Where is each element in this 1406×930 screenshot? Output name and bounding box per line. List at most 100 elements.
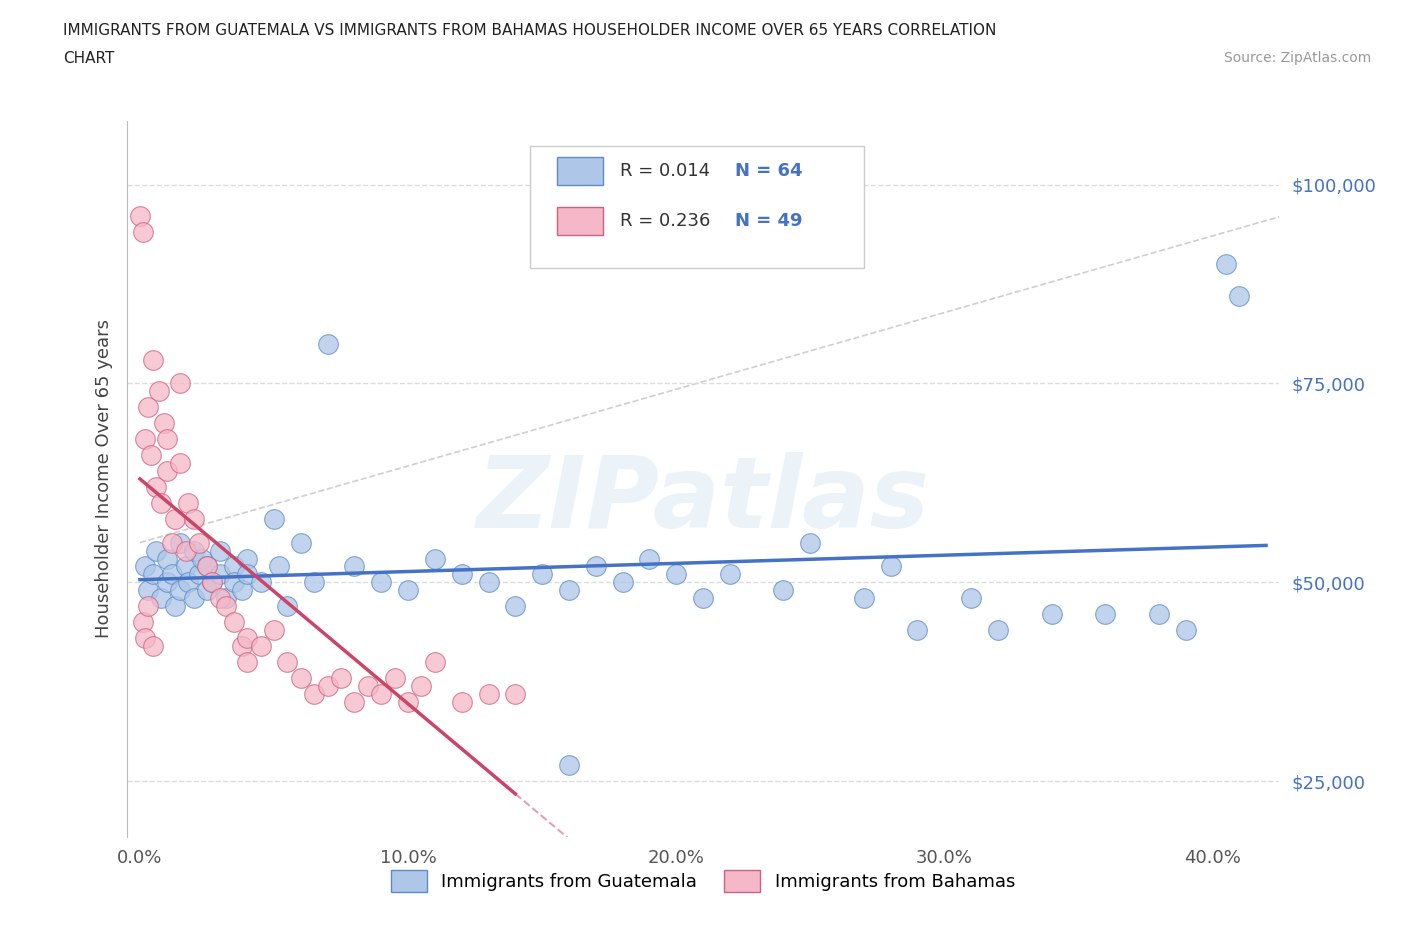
Point — [142, 639, 165, 654]
Point — [183, 512, 205, 526]
Point — [316, 678, 339, 693]
Point — [174, 559, 197, 574]
Text: CHART: CHART — [63, 51, 115, 66]
Point — [131, 615, 153, 630]
FancyBboxPatch shape — [557, 156, 603, 185]
Point — [269, 559, 291, 574]
Point — [169, 456, 191, 471]
Point — [302, 686, 325, 701]
Point — [183, 543, 205, 558]
Point — [187, 535, 209, 550]
Legend: Immigrants from Guatemala, Immigrants from Bahamas: Immigrants from Guatemala, Immigrants fr… — [384, 863, 1022, 899]
Point — [142, 352, 165, 367]
Point — [201, 575, 224, 590]
Point — [236, 567, 259, 582]
Point — [316, 337, 339, 352]
Point — [987, 623, 1010, 638]
Point — [148, 384, 170, 399]
Point — [163, 599, 186, 614]
Point — [131, 225, 153, 240]
Point — [450, 695, 472, 710]
Point — [477, 686, 499, 701]
Point — [249, 639, 271, 654]
Text: N = 64: N = 64 — [735, 162, 803, 180]
Point — [505, 686, 527, 701]
Point — [1040, 606, 1063, 621]
Point — [450, 567, 472, 582]
Point — [156, 432, 179, 446]
Point — [187, 567, 209, 582]
Point — [183, 591, 205, 605]
Point — [396, 695, 419, 710]
Point — [276, 599, 298, 614]
Point — [139, 447, 162, 462]
Point — [531, 567, 554, 582]
Point — [169, 583, 191, 598]
Point — [907, 623, 929, 638]
Point — [370, 686, 392, 701]
Point — [169, 535, 191, 550]
Point — [423, 655, 446, 670]
Point — [209, 567, 232, 582]
Point — [960, 591, 983, 605]
Point — [852, 591, 875, 605]
Point — [236, 551, 259, 566]
Text: IMMIGRANTS FROM GUATEMALA VS IMMIGRANTS FROM BAHAMAS HOUSEHOLDER INCOME OVER 65 : IMMIGRANTS FROM GUATEMALA VS IMMIGRANTS … — [63, 23, 997, 38]
Text: N = 49: N = 49 — [735, 212, 803, 230]
Point — [195, 559, 218, 574]
Point — [263, 623, 285, 638]
Point — [343, 695, 366, 710]
Point — [134, 559, 156, 574]
Point — [222, 615, 245, 630]
Point — [249, 575, 271, 590]
Point — [177, 575, 200, 590]
Point — [263, 512, 285, 526]
Point — [718, 567, 741, 582]
Point — [136, 599, 159, 614]
Text: Source: ZipAtlas.com: Source: ZipAtlas.com — [1223, 51, 1371, 65]
Point — [879, 559, 901, 574]
Point — [150, 591, 173, 605]
Point — [145, 543, 167, 558]
Point — [585, 559, 607, 574]
Point — [236, 655, 259, 670]
Point — [215, 591, 238, 605]
FancyBboxPatch shape — [557, 206, 603, 235]
Point — [772, 583, 794, 598]
Point — [156, 575, 179, 590]
Text: R = 0.236: R = 0.236 — [620, 212, 710, 230]
Point — [290, 671, 312, 685]
Point — [201, 575, 224, 590]
Point — [370, 575, 392, 590]
Point — [136, 583, 159, 598]
Point — [231, 583, 253, 598]
Point — [153, 416, 176, 431]
Point — [163, 512, 186, 526]
Point — [638, 551, 661, 566]
Point — [195, 583, 218, 598]
Point — [1215, 257, 1237, 272]
Point — [302, 575, 325, 590]
Point — [1147, 606, 1170, 621]
Point — [129, 209, 152, 224]
Point — [505, 599, 527, 614]
Point — [160, 535, 183, 550]
Point — [215, 599, 238, 614]
Point — [160, 567, 183, 582]
Point — [156, 551, 179, 566]
Point — [136, 400, 159, 415]
Point — [236, 631, 259, 645]
Point — [134, 432, 156, 446]
Text: R = 0.014: R = 0.014 — [620, 162, 710, 180]
Point — [423, 551, 446, 566]
Point — [156, 463, 179, 478]
Point — [145, 480, 167, 495]
Point — [276, 655, 298, 670]
Point — [169, 376, 191, 391]
Point — [665, 567, 688, 582]
Point — [411, 678, 433, 693]
Text: ZIPatlas: ZIPatlas — [477, 452, 929, 549]
Point — [142, 567, 165, 582]
Point — [1094, 606, 1116, 621]
Point — [209, 543, 232, 558]
